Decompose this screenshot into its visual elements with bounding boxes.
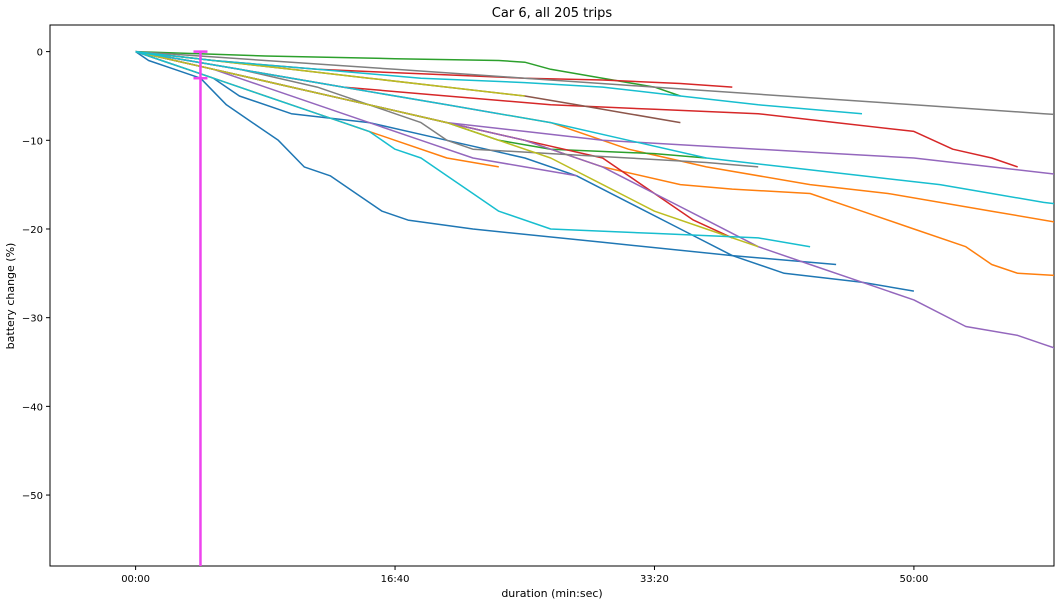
x-tick-label-1: 16:40: [381, 574, 410, 585]
series-line-21: [135, 50, 863, 115]
y-tick-label-1: −10: [22, 136, 43, 147]
x-tick-label-3: 50:00: [899, 574, 928, 585]
annotation-group: Larger rangein battery asdurationincreas…: [193, 50, 208, 566]
y-tick-label-0: 0: [37, 48, 43, 59]
y-axis-ticks: 0 −10 −20 −30 −40 −50: [22, 48, 50, 502]
series-line-19: [135, 50, 759, 248]
series-line-6: [135, 50, 681, 97]
series-line-12: [135, 50, 1054, 349]
chart-title: Car 6, all 205 trips: [492, 6, 613, 21]
series-line-13: [135, 50, 577, 177]
series-group: [135, 50, 1054, 349]
y-tick-label-3: −30: [22, 314, 43, 325]
x-axis-label: duration (min:sec): [501, 587, 602, 600]
series-line-15: [135, 50, 759, 168]
series-line-14: [135, 50, 1054, 116]
series-line-1: [135, 50, 837, 266]
plot-area-frame: [49, 24, 1055, 567]
y-tick-label-2: −20: [22, 225, 43, 236]
x-tick-label-2: 33:20: [640, 574, 669, 585]
y-tick-label-5: −50: [22, 491, 43, 502]
series-line-4: [135, 50, 1054, 223]
x-tick-label-0: 00:00: [121, 574, 150, 585]
series-line-3: [135, 50, 1054, 277]
y-axis-label: battery change (%): [4, 243, 17, 350]
series-line-22: [135, 50, 1054, 205]
series-line-2: [135, 50, 915, 292]
y-tick-label-4: −40: [22, 402, 43, 413]
